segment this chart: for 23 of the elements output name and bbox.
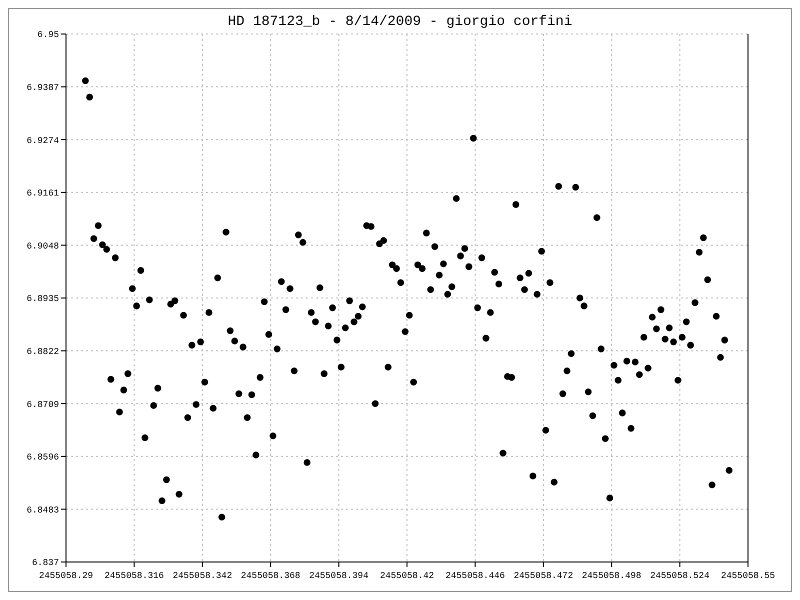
y-tick-label: 6.9387 <box>26 82 59 93</box>
x-tick-label: 2455058.368 <box>240 571 300 581</box>
x-tick-label: 2455058.472 <box>514 571 574 581</box>
y-tick-label: 6.9048 <box>26 241 59 252</box>
y-tick-label: 6.8483 <box>26 505 59 516</box>
y-tick-label: 6.837 <box>32 558 59 568</box>
x-tick-label: 2455058.524 <box>650 571 710 581</box>
x-tick-label: 2455058.55 <box>720 571 776 581</box>
y-tick-label: 6.8709 <box>26 400 59 410</box>
x-tick-label: 2455058.394 <box>309 571 369 581</box>
y-tick-label: 6.9274 <box>26 136 59 146</box>
y-tick-label: 6.8822 <box>26 346 59 357</box>
y-tick-label: 6.95 <box>37 30 59 40</box>
y-tick-label: 6.9161 <box>26 188 59 199</box>
x-tick-label: 2455058.29 <box>38 571 94 581</box>
y-tick-label: 6.8596 <box>26 452 59 463</box>
x-tick-label: 2455058.446 <box>445 571 505 581</box>
x-tick-label: 2455058.342 <box>172 571 232 581</box>
chart-title: HD 187123_b - 8/14/2009 - giorgio corfini <box>228 14 572 30</box>
x-tick-label: 2455058.316 <box>104 571 164 581</box>
x-tick-label: 2455058.42 <box>380 571 434 581</box>
x-tick-label: 2455058.498 <box>582 571 642 581</box>
y-tick-label: 6.8935 <box>26 294 59 304</box>
